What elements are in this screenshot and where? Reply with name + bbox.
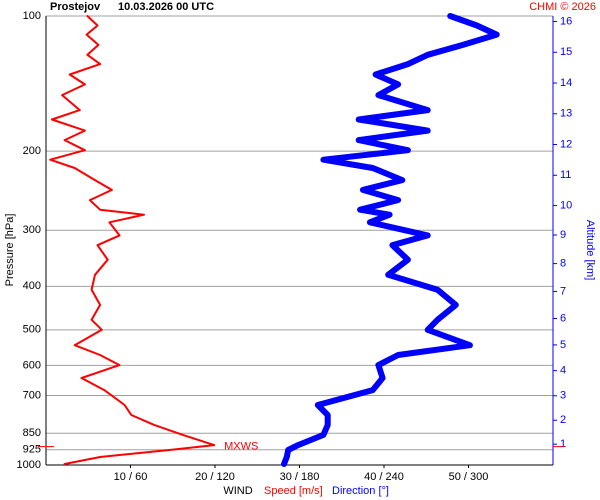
- y-tick-label: 850: [23, 427, 41, 439]
- y2-tick-label: 2: [560, 414, 566, 426]
- y-tick-label: 300: [23, 224, 41, 236]
- x-tick-label: 10 / 60: [114, 471, 148, 483]
- y2-tick-label: 3: [560, 390, 566, 402]
- y2-tick-label: 6: [560, 312, 566, 324]
- y-axis-label: Pressure [hPa]: [4, 214, 16, 287]
- y2-tick-label: 9: [560, 229, 566, 241]
- y-tick-label: 100: [23, 10, 41, 22]
- y-tick-label: 400: [23, 280, 41, 292]
- chart-subtitle: 10.03.2026 00 UTC: [118, 1, 214, 13]
- x-tick-label: 40 / 240: [364, 471, 404, 483]
- y-tick-label: 200: [23, 145, 41, 157]
- x-tick-label: 30 / 180: [280, 471, 320, 483]
- y-tick-label: 600: [23, 359, 41, 371]
- chart-title: Prostejov: [50, 1, 101, 13]
- y2-axis-label: Altitude [km]: [584, 220, 596, 281]
- y2-tick-label: 16: [560, 15, 572, 27]
- legend-entry: Speed [m/s]: [264, 485, 323, 497]
- credit: CHMI © 2026: [529, 1, 596, 13]
- y2-tick-label: 11: [560, 169, 571, 181]
- y2-tick-label: 15: [560, 46, 572, 58]
- x-axis-label: WIND: [223, 485, 252, 497]
- y-tick-label: 500: [23, 324, 41, 336]
- y2-tick-label: 14: [560, 77, 572, 89]
- y-tick-label: 925: [23, 444, 41, 456]
- y2-tick-label: 8: [560, 258, 566, 270]
- series-line: [49, 15, 216, 465]
- y2-tick-label: 7: [560, 285, 566, 297]
- x-tick-label: 50 / 300: [449, 471, 489, 483]
- y2-tick-label: 4: [560, 365, 566, 377]
- annotation-label: MXWS: [224, 441, 258, 453]
- y2-tick-label: 1: [560, 438, 566, 450]
- y-tick-label: 700: [23, 389, 41, 401]
- y2-tick-label: 10: [560, 199, 572, 211]
- y2-tick-label: 5: [560, 339, 566, 351]
- x-tick-label: 20 / 120: [195, 471, 235, 483]
- y2-tick-label: 13: [560, 108, 572, 120]
- series-line: [281, 13, 500, 467]
- y-tick-label: 1000: [17, 459, 41, 471]
- y2-tick-label: 12: [560, 138, 572, 150]
- legend-entry: Direction [°]: [332, 485, 389, 497]
